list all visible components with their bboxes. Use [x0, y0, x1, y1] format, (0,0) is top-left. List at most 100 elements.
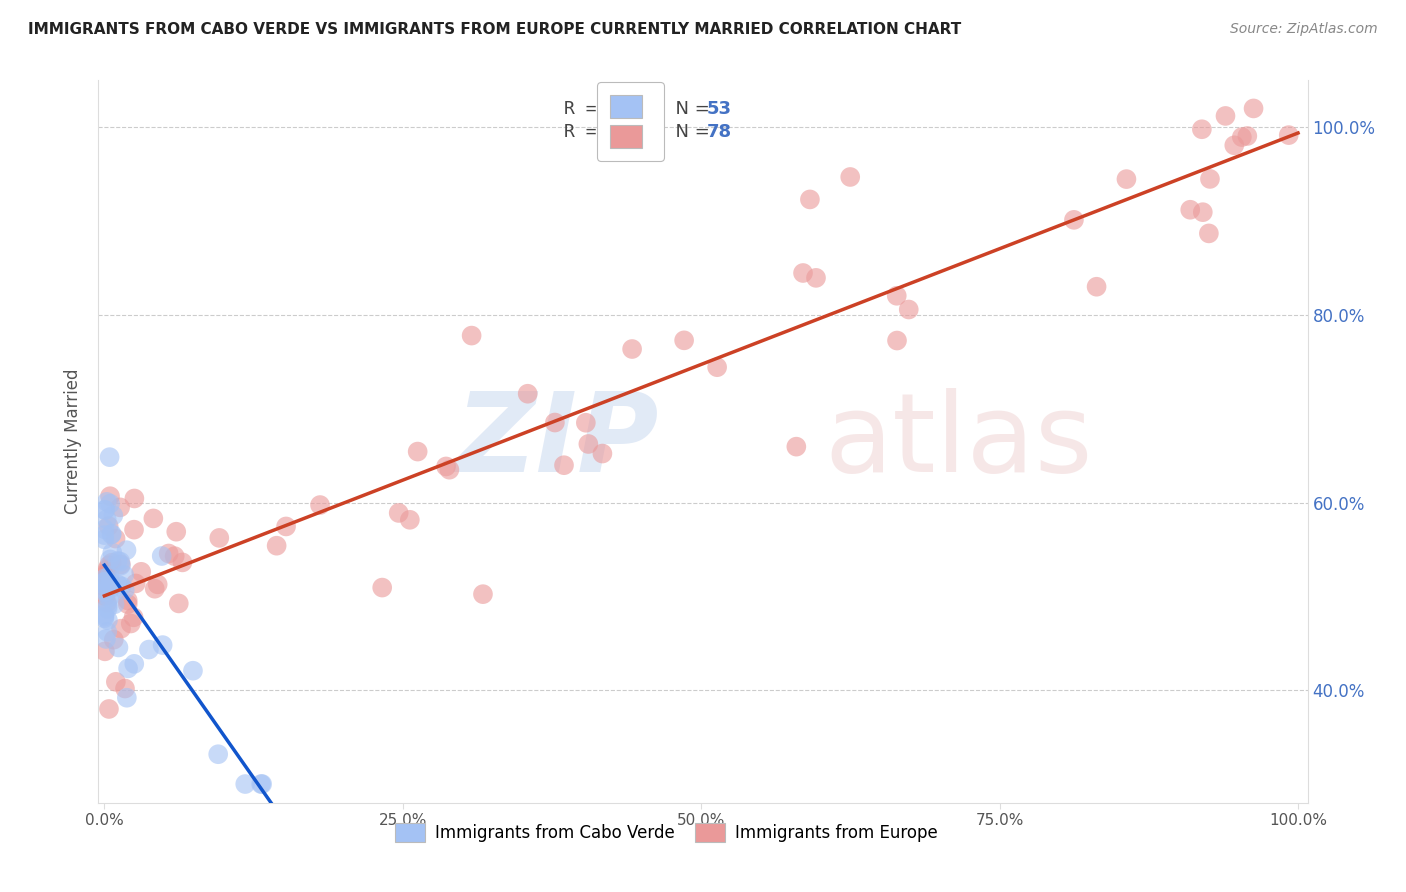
- Point: [785, 440, 807, 454]
- Point: [553, 458, 575, 473]
- Point: [544, 416, 567, 430]
- Point: [1063, 212, 1085, 227]
- Point: [94, 503, 117, 517]
- Point: [110, 558, 132, 572]
- Text: ZIP: ZIP: [456, 388, 659, 495]
- Point: [1085, 279, 1108, 293]
- Point: [460, 328, 482, 343]
- Point: [706, 360, 728, 375]
- Point: [165, 524, 187, 539]
- Point: [576, 437, 599, 451]
- Point: [96, 596, 118, 610]
- Point: [167, 596, 190, 610]
- Point: [1243, 102, 1265, 116]
- Point: [104, 674, 127, 689]
- Text: atlas: atlas: [824, 388, 1092, 495]
- Point: [1198, 227, 1220, 241]
- Point: [97, 613, 120, 627]
- Point: [93, 609, 115, 624]
- Point: [621, 342, 644, 356]
- Point: [439, 463, 461, 477]
- Point: [115, 690, 138, 705]
- Point: [93, 585, 115, 599]
- Point: [146, 577, 169, 591]
- Point: [434, 459, 457, 474]
- Point: [94, 644, 117, 658]
- Point: [208, 531, 231, 545]
- Point: [94, 579, 117, 593]
- Legend: Immigrants from Cabo Verde, Immigrants from Europe: Immigrants from Cabo Verde, Immigrants f…: [389, 816, 945, 848]
- Point: [1215, 109, 1237, 123]
- Point: [886, 334, 908, 348]
- Point: [388, 506, 411, 520]
- Point: [98, 497, 121, 511]
- Point: [117, 597, 139, 611]
- Point: [93, 528, 115, 542]
- Point: [1191, 205, 1213, 219]
- Point: [107, 640, 129, 655]
- Point: [250, 777, 273, 791]
- Point: [97, 601, 120, 615]
- Point: [181, 664, 204, 678]
- Point: [1191, 122, 1213, 136]
- Point: [96, 566, 118, 580]
- Point: [107, 554, 129, 568]
- Point: [94, 568, 117, 582]
- Point: [1223, 138, 1246, 153]
- Point: [98, 591, 121, 605]
- Point: [103, 597, 125, 611]
- Point: [107, 577, 129, 591]
- Point: [1180, 202, 1202, 217]
- Point: [117, 661, 139, 675]
- Point: [115, 543, 138, 558]
- Point: [103, 508, 125, 523]
- Point: [398, 513, 420, 527]
- Point: [93, 574, 115, 589]
- Point: [96, 495, 118, 509]
- Point: [143, 582, 166, 596]
- Point: [98, 558, 121, 573]
- Point: [96, 624, 118, 639]
- Point: [100, 574, 122, 589]
- Point: [93, 607, 115, 622]
- Text: N =: N =: [664, 123, 716, 141]
- Point: [98, 582, 121, 597]
- Point: [93, 533, 115, 547]
- Point: [1199, 172, 1222, 186]
- Point: [97, 599, 120, 613]
- Text: R =: R =: [564, 123, 607, 141]
- Point: [163, 549, 186, 563]
- Point: [124, 491, 146, 506]
- Point: [94, 583, 117, 598]
- Point: [101, 556, 124, 570]
- Point: [897, 302, 920, 317]
- Point: [804, 270, 827, 285]
- Point: [122, 657, 145, 671]
- Point: [101, 527, 124, 541]
- Point: [406, 444, 429, 458]
- Point: [98, 552, 121, 566]
- Point: [472, 587, 495, 601]
- Point: [93, 611, 115, 625]
- Point: [274, 519, 297, 533]
- Point: [309, 498, 332, 512]
- Point: [110, 579, 132, 593]
- Point: [96, 512, 118, 526]
- Point: [110, 555, 132, 569]
- Point: [122, 610, 145, 624]
- Text: R =: R =: [564, 100, 607, 118]
- Point: [1278, 128, 1301, 142]
- Point: [371, 581, 394, 595]
- Point: [103, 632, 125, 647]
- Point: [207, 747, 229, 762]
- Point: [122, 523, 145, 537]
- Point: [172, 555, 194, 569]
- Point: [673, 334, 696, 348]
- Point: [110, 622, 132, 636]
- Point: [114, 582, 136, 597]
- Point: [886, 289, 908, 303]
- Point: [839, 169, 862, 184]
- Point: [94, 574, 117, 589]
- Y-axis label: Currently Married: Currently Married: [65, 368, 83, 515]
- Point: [112, 568, 135, 582]
